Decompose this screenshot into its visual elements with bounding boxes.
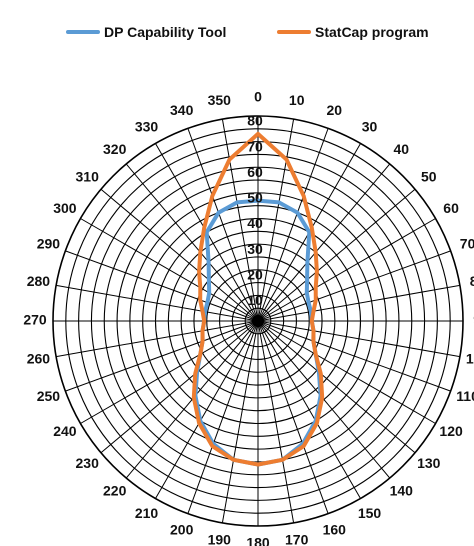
grid-spoke-320 [125,163,259,322]
angle-tick-label-290: 290 [37,235,61,251]
angle-tick-label-10: 10 [289,92,305,108]
radial-tick-label-70: 70 [247,138,263,154]
angle-tick-label-270: 270 [23,312,47,328]
center-hub [252,315,264,327]
grid-spoke-110 [257,320,451,392]
grid-spoke-130 [257,320,416,454]
legend: DP Capability Tool StatCap program [0,20,474,44]
angle-tick-label-320: 320 [103,141,127,157]
legend-swatch-statcap-program [277,30,311,34]
radial-tick-label-20: 20 [247,267,263,283]
angle-tick-label-340: 340 [170,102,194,118]
radial-tick-label-60: 60 [247,164,263,180]
angle-tick-label-130: 130 [417,455,441,471]
angle-tick-label-220: 220 [103,483,127,499]
radial-tick-label-50: 50 [247,190,263,206]
radial-tick-label-40: 40 [247,215,263,231]
grid-spoke-230 [100,320,259,454]
label-layer: 0102030405060708090100110120130140150160… [23,89,474,546]
angle-tick-label-140: 140 [390,483,414,499]
grid-spoke-140 [257,320,391,479]
angle-tick-label-260: 260 [27,350,51,366]
grid-spoke-300 [80,218,259,322]
grid-spoke-70 [257,250,451,322]
angle-tick-label-40: 40 [394,141,410,157]
angle-tick-label-210: 210 [135,505,159,521]
grid-spoke-220 [125,320,259,479]
angle-tick-label-0: 0 [254,89,262,105]
legend-swatch-dp-capability-tool [66,30,100,34]
angle-tick-label-250: 250 [37,388,61,404]
angle-tick-label-70: 70 [460,235,474,251]
grid-spoke-210 [155,320,259,499]
angle-tick-label-180: 180 [246,535,270,546]
angle-tick-label-230: 230 [76,455,100,471]
angle-tick-label-100: 100 [466,350,474,366]
grid-spoke-160 [257,320,329,514]
legend-label-statcap-program: StatCap program [315,24,429,40]
angle-tick-label-30: 30 [362,119,378,135]
angle-tick-label-300: 300 [53,200,77,216]
grid-spoke-310 [100,188,259,322]
grid-spoke-120 [257,320,436,424]
angle-tick-label-80: 80 [470,273,474,289]
series-line-statcap-program [191,131,325,467]
grid-spoke-50 [257,188,416,322]
angle-tick-label-120: 120 [439,423,463,439]
angle-tick-label-330: 330 [135,119,159,135]
angle-tick-label-170: 170 [285,531,309,546]
grid-spoke-20 [257,128,329,322]
grid-spoke-200 [187,320,259,514]
grid-layer [52,115,464,527]
angle-tick-label-310: 310 [76,168,100,184]
series-layer [191,131,325,467]
grid-spoke-170 [257,320,295,523]
grid-spoke-80 [257,284,460,322]
angle-tick-label-60: 60 [443,200,459,216]
angle-tick-label-160: 160 [323,521,347,537]
legend-label-dp-capability-tool: DP Capability Tool [104,24,227,40]
grid-spoke-250 [65,320,259,392]
grid-spoke-260 [56,320,259,358]
radial-tick-label-80: 80 [247,113,263,129]
angle-tick-label-110: 110 [456,388,474,404]
legend-item-dp-capability-tool: DP Capability Tool [66,20,226,44]
grid-spoke-280 [56,284,259,322]
angle-tick-label-50: 50 [421,168,437,184]
radial-tick-label-30: 30 [247,241,263,257]
angle-tick-label-350: 350 [208,92,232,108]
angle-tick-label-150: 150 [358,505,382,521]
angle-tick-label-280: 280 [27,273,51,289]
grid-spoke-100 [257,320,460,358]
grid-spoke-190 [221,320,259,523]
legend-item-statcap-program: StatCap program [277,20,429,44]
grid-spoke-60 [257,218,436,322]
angle-tick-label-190: 190 [208,531,232,546]
grid-spoke-350 [221,119,259,322]
grid-spoke-10 [257,119,295,322]
angle-tick-label-200: 200 [170,521,194,537]
grid-spoke-340 [187,128,259,322]
grid-spoke-240 [80,320,259,424]
grid-spoke-290 [65,250,259,322]
grid-spoke-150 [257,320,361,499]
radial-tick-label-10: 10 [247,292,263,308]
grid-spoke-40 [257,163,391,322]
angle-tick-label-20: 20 [327,102,343,118]
angle-tick-label-240: 240 [53,423,77,439]
